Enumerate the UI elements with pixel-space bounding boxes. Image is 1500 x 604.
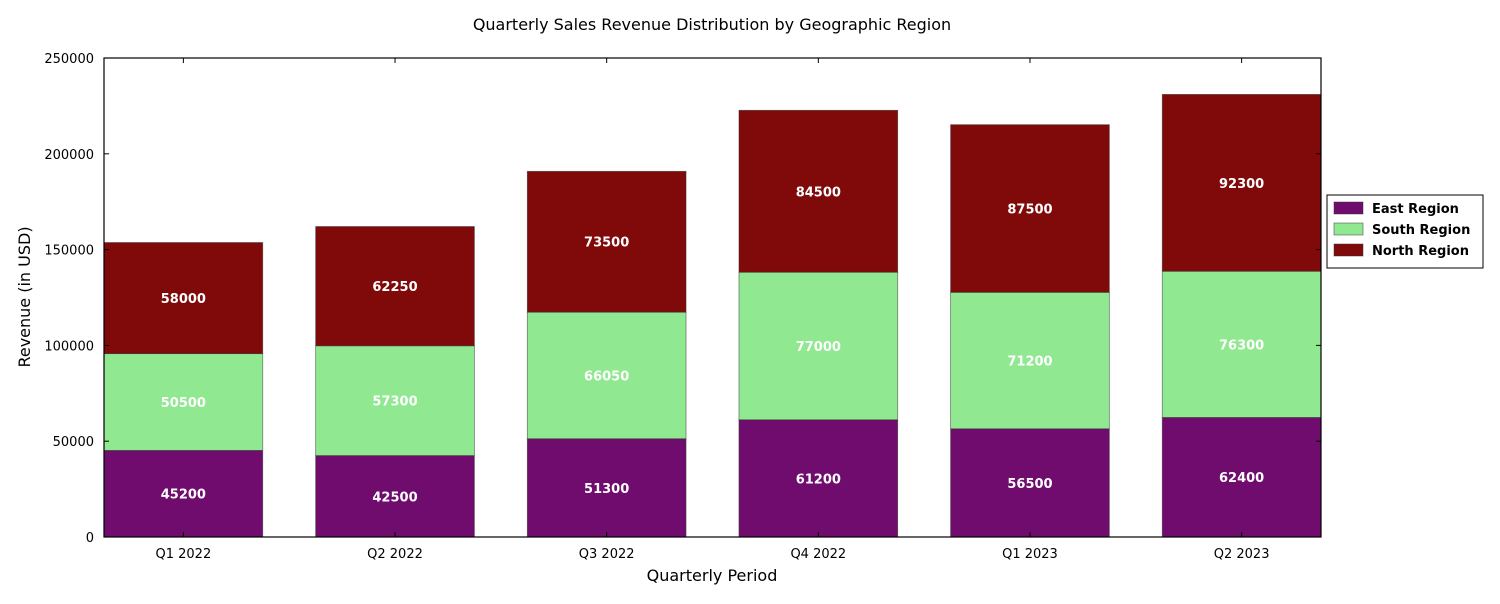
x-tick-label: Q4 2022: [790, 547, 846, 562]
bar-value-label: 50500: [161, 396, 206, 411]
bar-segment: [103, 449, 264, 538]
bar-value-label: 73500: [584, 236, 629, 251]
y-tick-label: 200000: [44, 148, 94, 163]
bar-segment: [738, 271, 899, 421]
bar-value-label: 76300: [1219, 338, 1264, 353]
bar-value-label: 57300: [372, 395, 417, 410]
x-tick-label: Q2 2022: [367, 547, 423, 562]
bar-segment: [315, 455, 475, 538]
legend-swatch: [1333, 222, 1364, 236]
bar-value-label: 51300: [584, 482, 629, 497]
legend-label: North Region: [1372, 244, 1469, 259]
x-tick-label: Q1 2023: [1002, 547, 1058, 562]
bar-segment: [738, 109, 899, 273]
bar-value-label: 84500: [796, 185, 841, 200]
bar-value-label: 62400: [1219, 471, 1264, 486]
bar-value-label: 92300: [1219, 177, 1264, 192]
bar-segment: [526, 311, 687, 440]
bar-value-label: 66050: [584, 369, 629, 384]
bar-value-label: 45200: [161, 488, 206, 503]
x-tick-label: Q2 2023: [1214, 547, 1270, 562]
bar-segment: [950, 428, 1110, 538]
bars-layer: 45200 50500 58000 42500 57300 62250 51300 66050…: [103, 94, 1322, 538]
bar-segment: [315, 226, 475, 347]
bar-segment: [103, 242, 264, 355]
bar-value-label: 61200: [796, 472, 841, 487]
bar-value-label: 42500: [372, 490, 417, 505]
y-axis-title: Revenue (in USD): [15, 226, 34, 367]
bar-segment: [526, 438, 687, 538]
bar-segment: [315, 345, 475, 456]
y-tick-label: 250000: [44, 52, 94, 67]
bar-segment: [1161, 417, 1322, 538]
bar-value-label: 62250: [372, 280, 417, 295]
legend-label: South Region: [1372, 223, 1470, 238]
y-tick-label: 100000: [44, 339, 94, 354]
bar-value-label: 56500: [1007, 477, 1052, 492]
bar-value-label: 58000: [161, 292, 206, 307]
legend-swatch: [1333, 243, 1364, 257]
bar-value-label: 71200: [1007, 355, 1052, 370]
bar-segment: [950, 124, 1110, 293]
axes-layer: 0 50000 100000 150000 200000 250000 Q1 2022 Q2 …: [44, 52, 1322, 562]
x-axis-title: Quarterly Period: [647, 566, 778, 585]
legend-label: East Region: [1372, 202, 1459, 217]
plot-frame: [103, 57, 1322, 538]
x-tick-label: Q3 2022: [579, 547, 635, 562]
y-tick-label: 50000: [53, 435, 94, 450]
legend-swatch: [1333, 201, 1364, 215]
y-tick-label: 150000: [44, 244, 94, 259]
bar-segment: [738, 419, 899, 538]
bar-segment: [1161, 94, 1322, 272]
bar-value-label: 77000: [796, 340, 841, 355]
bar-segment: [103, 353, 264, 451]
bar-value-label: 87500: [1007, 203, 1052, 218]
y-tick-label: 0: [86, 531, 94, 546]
legend: East Region South Region North Region: [1326, 194, 1484, 269]
bar-segment: [1161, 270, 1322, 418]
x-tick-label: Q1 2022: [156, 547, 212, 562]
bar-segment: [526, 170, 687, 313]
chart-title: Quarterly Sales Revenue Distribution by …: [473, 15, 951, 34]
